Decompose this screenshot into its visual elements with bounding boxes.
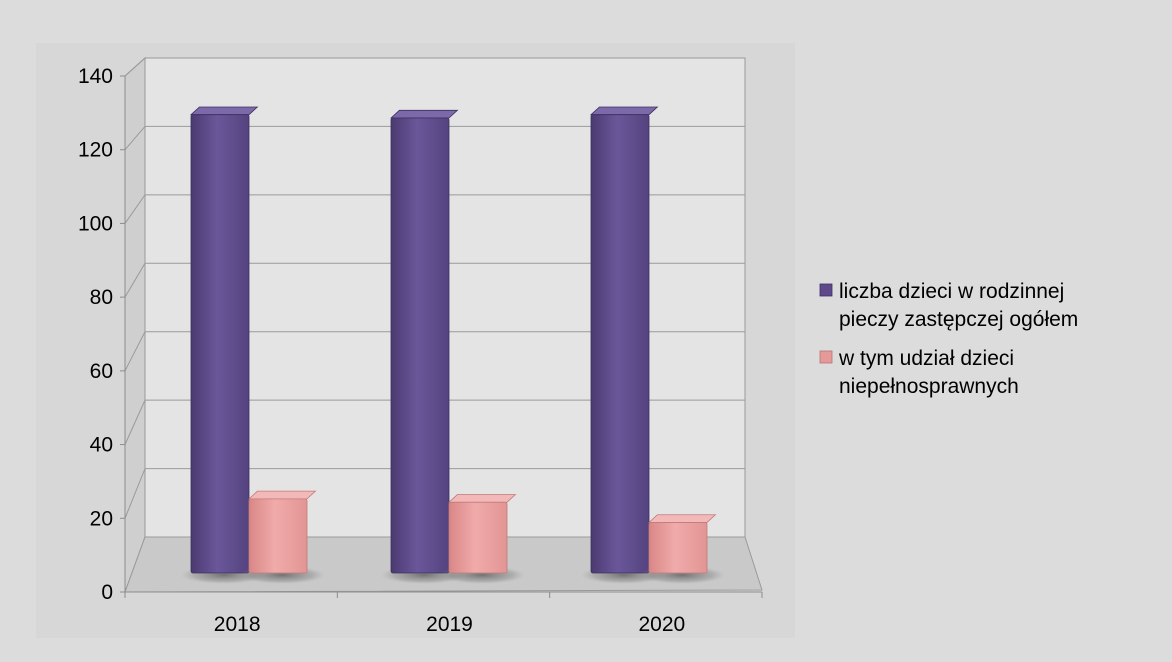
x-tick-label: 2018 [214, 613, 261, 636]
gridline [124, 262, 745, 298]
gridline [124, 194, 745, 224]
legend-swatch-2 [819, 350, 833, 364]
bars [180, 106, 726, 584]
x-tick-label: 2020 [638, 613, 685, 636]
legend-item-1: liczba dzieci w rodzinnej pieczy zastępc… [819, 280, 1078, 331]
bar-front [390, 117, 450, 574]
bar-top [389, 109, 459, 119]
y-tick-label: 100 [78, 212, 113, 235]
y-axis: 0 20 40 60 80 100 120 140 [78, 65, 126, 604]
legend-label-1-line-1: liczba dzieci w rodzinnej [839, 280, 1064, 303]
bar-front [190, 114, 250, 574]
x-axis: 2018 2019 2020 [124, 591, 763, 636]
legend-label-2-line-2: niepełnosprawnych [839, 375, 1019, 398]
x-tick-label: 2019 [426, 613, 473, 636]
bar-front [590, 114, 650, 574]
bar-top [647, 514, 717, 523]
bar-series-2 [638, 514, 726, 584]
y-tick-label: 140 [78, 65, 113, 88]
y-tick-label: 60 [90, 360, 113, 383]
bar-front [248, 498, 308, 574]
gridline [124, 399, 745, 445]
bar-top [447, 494, 517, 503]
bar-top [589, 106, 659, 116]
bar-front [648, 522, 708, 574]
legend-label-1-line-2: pieczy zastępczej ogółem [839, 308, 1078, 331]
bar-top [189, 106, 259, 116]
bar-series-1 [180, 106, 268, 584]
bar-series-1 [380, 109, 468, 584]
gridlines [124, 57, 745, 519]
legend: liczba dzieci w rodzinnej pieczy zastępc… [819, 280, 1078, 398]
legend-swatch-1 [819, 283, 833, 297]
y-tick-label: 20 [90, 507, 113, 530]
bar-front [448, 501, 508, 574]
gridline [124, 331, 745, 372]
y-tick-label: 120 [78, 139, 113, 162]
gridline [124, 57, 745, 77]
y-tick-label: 0 [101, 581, 113, 604]
gridline [124, 125, 745, 151]
legend-item-2: w tym udział dzieci niepełnosprawnych [819, 347, 1019, 398]
y-tick-label: 40 [90, 434, 113, 457]
bar-series-2 [438, 494, 526, 584]
bar-series-2 [238, 490, 326, 584]
y-tick-label: 80 [90, 286, 113, 309]
bar-top [247, 490, 317, 500]
gridline [124, 468, 745, 519]
legend-label-2-line-1: w tym udział dzieci [838, 347, 1014, 370]
